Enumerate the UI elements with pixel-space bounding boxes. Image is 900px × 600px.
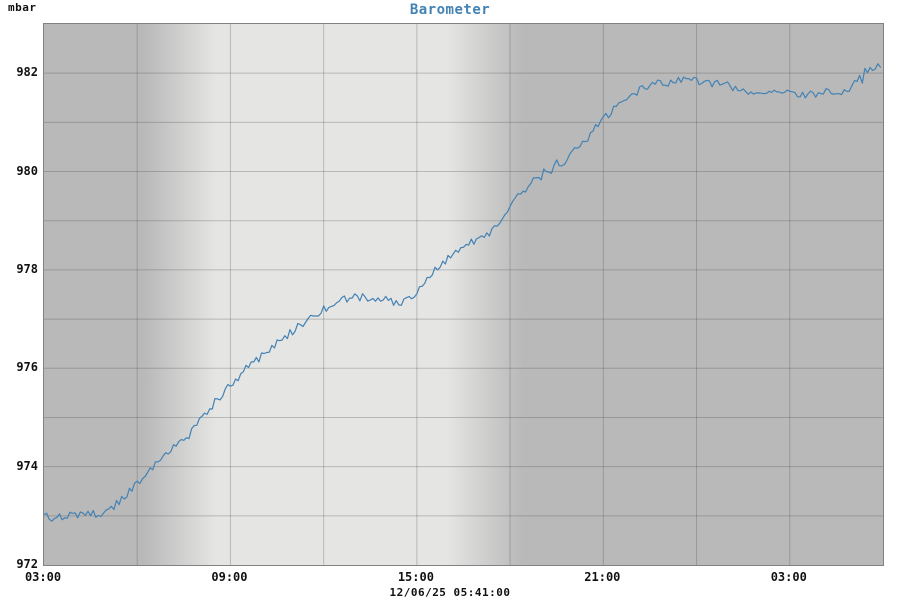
chart-title: Barometer (409, 2, 491, 18)
chart-canvas (44, 24, 883, 565)
x-tick-label: 15:00 (397, 570, 434, 584)
y-axis-unit-label: mbar (8, 1, 37, 14)
y-tick-label: 980 (16, 163, 38, 178)
y-tick-label: 976 (16, 360, 38, 375)
y-tick-label: 974 (16, 458, 38, 473)
report-timestamp: 12/06/25 05:41:00 (389, 586, 511, 599)
plot-area (43, 23, 884, 566)
x-tick-label: 03:00 (770, 570, 807, 584)
x-tick-label: 03:00 (24, 570, 62, 584)
y-tick-label: 978 (16, 261, 38, 276)
x-tick-label: 21:00 (584, 570, 621, 584)
y-tick-label: 982 (16, 65, 38, 80)
y-tick-label: 972 (16, 557, 38, 571)
x-tick-label: 09:00 (211, 570, 248, 584)
barometer-line (44, 63, 882, 522)
